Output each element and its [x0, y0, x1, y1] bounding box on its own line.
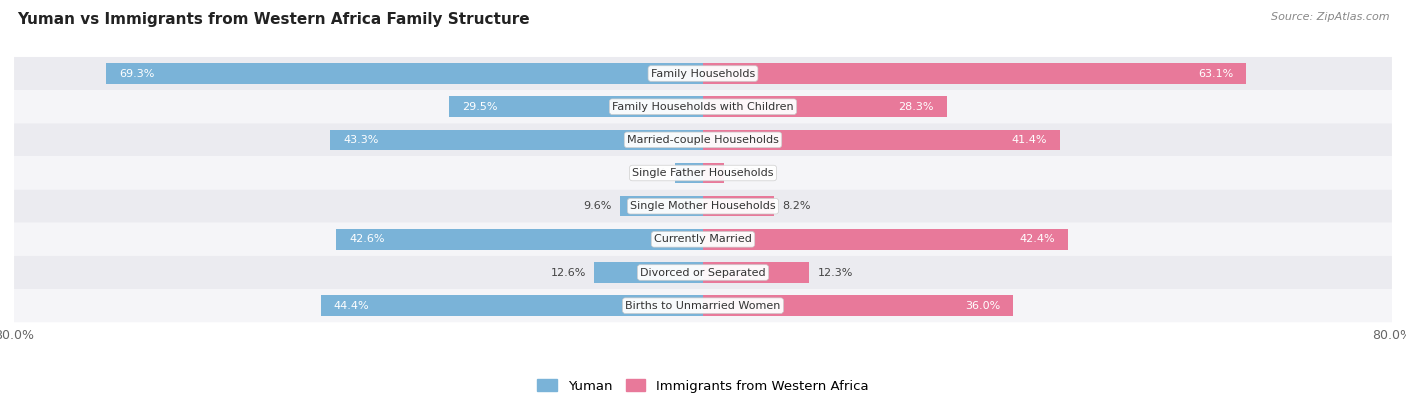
Bar — [703, 229, 1069, 250]
Text: 63.1%: 63.1% — [1198, 69, 1233, 79]
Bar — [449, 96, 703, 117]
Text: 9.6%: 9.6% — [583, 201, 612, 211]
FancyBboxPatch shape — [14, 57, 1392, 90]
Text: 12.6%: 12.6% — [551, 267, 586, 278]
Bar — [703, 96, 946, 117]
Text: 8.2%: 8.2% — [782, 201, 811, 211]
Text: Divorced or Separated: Divorced or Separated — [640, 267, 766, 278]
Text: 2.4%: 2.4% — [733, 168, 761, 178]
Text: Yuman vs Immigrants from Western Africa Family Structure: Yuman vs Immigrants from Western Africa … — [17, 12, 530, 27]
FancyBboxPatch shape — [14, 156, 1392, 190]
Bar — [336, 229, 703, 250]
Bar — [703, 130, 1060, 150]
FancyBboxPatch shape — [14, 190, 1392, 223]
Bar — [703, 63, 1246, 84]
Text: Married-couple Households: Married-couple Households — [627, 135, 779, 145]
Text: 36.0%: 36.0% — [965, 301, 1000, 310]
Text: 42.6%: 42.6% — [349, 234, 385, 245]
Legend: Yuman, Immigrants from Western Africa: Yuman, Immigrants from Western Africa — [537, 379, 869, 393]
Text: Births to Unmarried Women: Births to Unmarried Women — [626, 301, 780, 310]
FancyBboxPatch shape — [14, 90, 1392, 123]
Text: Currently Married: Currently Married — [654, 234, 752, 245]
Text: Single Mother Households: Single Mother Households — [630, 201, 776, 211]
Bar — [330, 130, 703, 150]
FancyBboxPatch shape — [14, 256, 1392, 289]
Bar — [321, 295, 703, 316]
Bar — [620, 196, 703, 216]
Bar — [107, 63, 703, 84]
Text: 44.4%: 44.4% — [333, 301, 370, 310]
Bar — [703, 196, 773, 216]
Bar — [675, 163, 703, 183]
FancyBboxPatch shape — [14, 123, 1392, 156]
Text: 69.3%: 69.3% — [120, 69, 155, 79]
Text: Single Father Households: Single Father Households — [633, 168, 773, 178]
Bar — [703, 262, 808, 283]
Text: 12.3%: 12.3% — [817, 267, 853, 278]
Text: 43.3%: 43.3% — [343, 135, 378, 145]
Text: 42.4%: 42.4% — [1019, 234, 1056, 245]
Text: 41.4%: 41.4% — [1011, 135, 1046, 145]
FancyBboxPatch shape — [14, 223, 1392, 256]
Text: 3.3%: 3.3% — [638, 168, 666, 178]
Bar — [595, 262, 703, 283]
Text: 29.5%: 29.5% — [461, 102, 498, 112]
Text: 28.3%: 28.3% — [898, 102, 934, 112]
Bar — [703, 295, 1012, 316]
Text: Family Households: Family Households — [651, 69, 755, 79]
Text: Family Households with Children: Family Households with Children — [612, 102, 794, 112]
Bar — [703, 163, 724, 183]
FancyBboxPatch shape — [14, 289, 1392, 322]
Text: Source: ZipAtlas.com: Source: ZipAtlas.com — [1271, 12, 1389, 22]
